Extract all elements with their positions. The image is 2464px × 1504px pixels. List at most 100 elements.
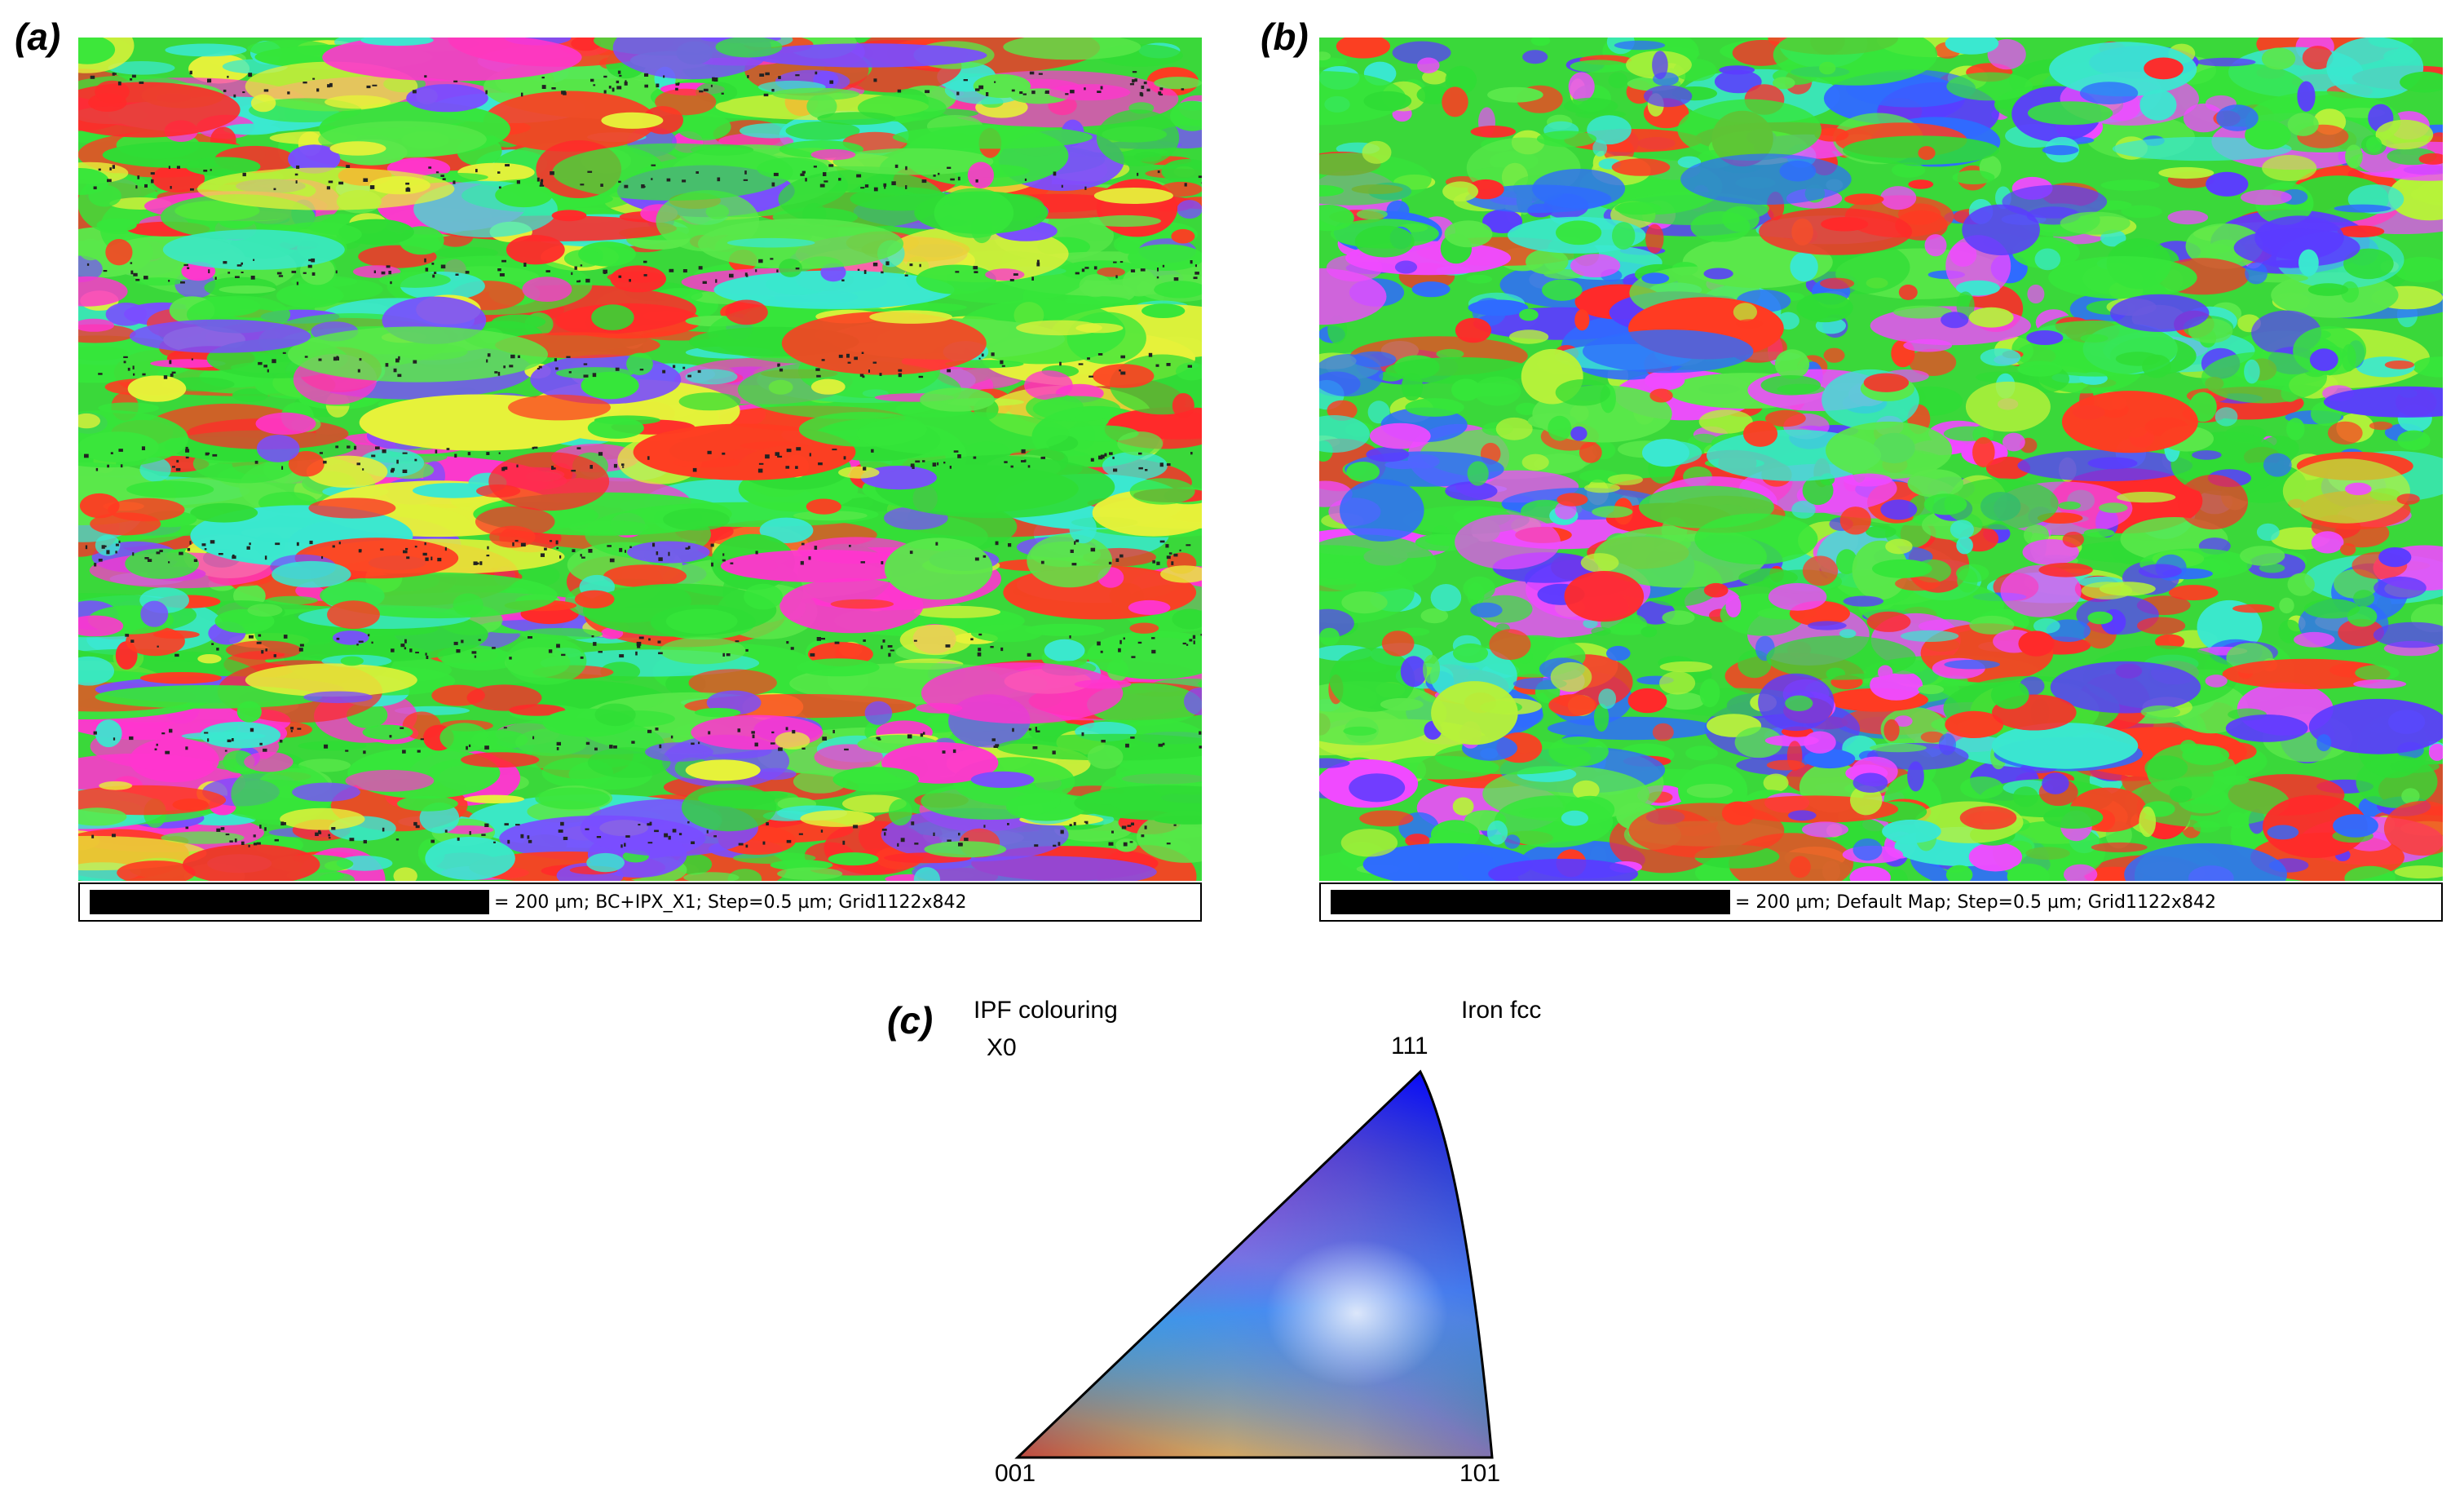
unindexed-point bbox=[256, 641, 262, 644]
unindexed-point bbox=[493, 841, 496, 843]
grain bbox=[921, 782, 1061, 820]
unindexed-point bbox=[703, 88, 709, 91]
grain bbox=[1555, 379, 1611, 406]
unindexed-point bbox=[585, 828, 590, 830]
unindexed-point bbox=[185, 449, 190, 453]
grain bbox=[2397, 430, 2431, 450]
grain bbox=[453, 593, 484, 617]
unindexed-point bbox=[118, 449, 123, 452]
grain bbox=[1548, 737, 1609, 767]
grain bbox=[800, 810, 875, 827]
grain bbox=[1473, 376, 1521, 406]
unindexed-point bbox=[283, 635, 288, 639]
unindexed-point bbox=[687, 374, 691, 378]
unindexed-point bbox=[499, 273, 505, 276]
grain bbox=[78, 38, 116, 64]
unindexed-point bbox=[986, 92, 989, 96]
grain bbox=[1742, 420, 1778, 447]
grain bbox=[1583, 330, 1754, 374]
grain bbox=[1381, 630, 1415, 657]
grain bbox=[1773, 77, 1795, 90]
unindexed-point bbox=[523, 263, 527, 267]
unindexed-point bbox=[1182, 642, 1186, 645]
unindexed-point bbox=[859, 374, 864, 377]
unindexed-point bbox=[695, 171, 699, 174]
unindexed-point bbox=[1000, 360, 1004, 365]
grain bbox=[1509, 330, 1549, 344]
grain bbox=[665, 608, 738, 635]
grain bbox=[1641, 272, 1670, 285]
unindexed-point bbox=[977, 652, 982, 657]
grain bbox=[506, 235, 565, 265]
unindexed-point bbox=[682, 366, 686, 369]
unindexed-point bbox=[253, 843, 258, 846]
unindexed-point bbox=[1111, 830, 1114, 834]
grain bbox=[779, 259, 802, 277]
unindexed-point bbox=[284, 822, 286, 825]
grain bbox=[2340, 543, 2356, 556]
grain bbox=[2012, 786, 2038, 807]
unindexed-point bbox=[501, 259, 506, 263]
unindexed-point bbox=[249, 635, 254, 639]
unindexed-point bbox=[613, 745, 617, 749]
grain bbox=[306, 455, 388, 488]
unindexed-point bbox=[296, 165, 300, 169]
grain bbox=[105, 303, 148, 326]
unindexed-point bbox=[308, 259, 313, 262]
grain bbox=[2182, 745, 2230, 766]
unindexed-point bbox=[112, 72, 115, 76]
unindexed-point bbox=[1109, 452, 1113, 455]
unindexed-point bbox=[1166, 463, 1171, 467]
grain bbox=[1699, 679, 1720, 708]
grain bbox=[1907, 469, 1964, 498]
unindexed-point bbox=[619, 654, 625, 658]
grain bbox=[2261, 47, 2296, 70]
unindexed-point bbox=[819, 184, 825, 188]
grain bbox=[1598, 688, 1617, 710]
unindexed-point bbox=[814, 546, 818, 550]
grain bbox=[681, 784, 777, 832]
unindexed-point bbox=[949, 466, 952, 469]
unindexed-point bbox=[532, 446, 535, 449]
unindexed-point bbox=[424, 258, 426, 263]
unindexed-point bbox=[386, 265, 391, 268]
unindexed-point bbox=[327, 84, 330, 88]
unindexed-point bbox=[685, 547, 689, 550]
unindexed-point bbox=[187, 267, 190, 269]
unindexed-point bbox=[747, 75, 749, 78]
unindexed-point bbox=[86, 263, 90, 266]
grain bbox=[2033, 618, 2060, 634]
unindexed-point bbox=[581, 556, 585, 559]
grain bbox=[288, 144, 341, 174]
unindexed-point bbox=[658, 557, 663, 561]
grain bbox=[2062, 531, 2084, 548]
unindexed-point bbox=[356, 644, 359, 646]
grain bbox=[362, 724, 413, 741]
unindexed-point bbox=[103, 270, 108, 272]
grain bbox=[1760, 375, 1822, 396]
unindexed-point bbox=[113, 737, 116, 741]
grain bbox=[2038, 563, 2093, 577]
unindexed-point bbox=[380, 548, 384, 551]
grain bbox=[1580, 553, 1619, 573]
grain bbox=[1495, 417, 1533, 440]
unindexed-point bbox=[990, 646, 994, 648]
unindexed-point bbox=[1173, 824, 1177, 826]
grain bbox=[2043, 806, 2104, 829]
unindexed-point bbox=[454, 453, 457, 458]
grain bbox=[1074, 679, 1132, 689]
unindexed-point bbox=[863, 467, 867, 471]
grain bbox=[1087, 745, 1124, 769]
grain bbox=[1944, 478, 2059, 530]
unindexed-point bbox=[242, 172, 246, 177]
unindexed-point bbox=[786, 449, 792, 453]
unindexed-point bbox=[130, 639, 135, 643]
unindexed-point bbox=[919, 263, 921, 268]
grain bbox=[772, 87, 860, 101]
grain bbox=[1738, 568, 1798, 587]
grain bbox=[1643, 85, 1693, 108]
unindexed-point bbox=[85, 545, 88, 550]
unindexed-point bbox=[298, 648, 303, 652]
unindexed-point bbox=[608, 86, 612, 89]
grain bbox=[806, 498, 841, 515]
